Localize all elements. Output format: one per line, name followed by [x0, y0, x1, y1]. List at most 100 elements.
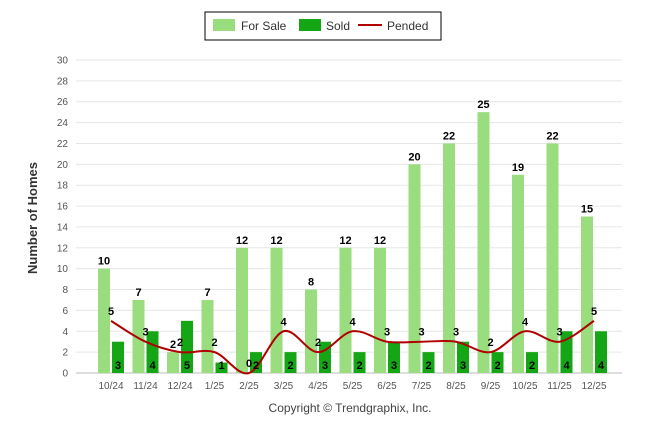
label-for-sale-8/25: 22 — [443, 130, 455, 142]
bar-for-sale-9/25 — [477, 112, 490, 374]
bar-sold-7/25 — [422, 352, 435, 373]
bar-for-sale-11/25 — [546, 143, 559, 373]
label-pended-11/25: 3 — [556, 327, 562, 339]
bar-sold-11/24 — [146, 331, 159, 373]
label-pended-10/24: 5 — [108, 306, 114, 318]
label-pended-9/25: 2 — [487, 337, 493, 349]
y-tick-label: 18 — [57, 181, 69, 192]
label-sold-10/25: 2 — [529, 360, 535, 372]
label-for-sale-11/24: 7 — [135, 287, 141, 299]
label-for-sale-6/25: 12 — [374, 235, 386, 247]
legend-sold-swatch — [299, 19, 321, 31]
bar-sold-3/25 — [284, 352, 297, 373]
y-tick-label: 24 — [57, 118, 69, 129]
label-pended-12/25: 5 — [591, 306, 597, 318]
x-tick-11/25: 11/25 — [547, 381, 572, 392]
x-tick-12/25: 12/25 — [581, 381, 606, 392]
label-pended-4/25: 2 — [315, 337, 321, 349]
x-tick-1/25: 1/25 — [205, 381, 225, 392]
y-tick-label: 28 — [57, 76, 69, 87]
y-tick-label: 30 — [57, 56, 69, 67]
bar-for-sale-6/25 — [374, 247, 386, 373]
legend-box — [204, 11, 442, 41]
bar-for-sale-12/24 — [167, 352, 179, 373]
bar-sold-10/25 — [526, 352, 538, 373]
x-tick-8/25: 8/25 — [446, 381, 466, 392]
x-tick-10/24: 10/24 — [98, 381, 123, 392]
bar-for-sale-8/25 — [443, 143, 455, 373]
bar-sold-5/25 — [353, 352, 366, 373]
label-sold-11/24: 4 — [149, 360, 156, 372]
label-for-sale-9/25: 25 — [477, 99, 489, 111]
x-tick-2/25: 2/25 — [239, 381, 259, 392]
bar-sold-1/25 — [215, 362, 228, 373]
label-for-sale-12/25: 15 — [581, 204, 593, 216]
y-tick-label: 4 — [62, 327, 68, 338]
label-for-sale-4/25: 8 — [308, 277, 314, 289]
label-for-sale-1/25: 7 — [204, 287, 210, 299]
legend-sold-label[interactable]: Sold — [326, 19, 350, 33]
label-for-sale-5/25: 12 — [339, 235, 351, 247]
label-sold-5/25: 2 — [356, 360, 362, 372]
bar-sold-10/24 — [112, 341, 124, 373]
bar-for-sale-7/25 — [408, 164, 421, 373]
x-tick-7/25: 7/25 — [412, 381, 432, 392]
label-sold-8/25: 3 — [460, 360, 466, 372]
y-tick-label: 16 — [57, 202, 69, 213]
label-sold-1/25: 1 — [218, 360, 224, 372]
label-sold-12/24: 5 — [184, 360, 190, 372]
x-tick-3/25: 3/25 — [274, 381, 294, 392]
legend-pended-label[interactable]: Pended — [387, 19, 428, 33]
bar-for-sale-5/25 — [339, 247, 352, 373]
label-pended-10/25: 4 — [522, 316, 529, 328]
pended-line — [110, 319, 595, 375]
bar-sold-8/25 — [457, 341, 469, 373]
label-sold-7/25: 2 — [425, 360, 431, 372]
label-sold-12/25: 4 — [598, 360, 605, 372]
y-tick-label: 0 — [62, 369, 68, 380]
x-tick-6/25: 6/25 — [377, 381, 397, 392]
label-for-sale-10/24: 10 — [98, 256, 110, 268]
y-tick-label: 2 — [62, 348, 68, 359]
bar-for-sale-10/24 — [98, 268, 110, 373]
x-tick-11/24: 11/24 — [133, 381, 158, 392]
label-for-sale-2/25: 12 — [236, 235, 248, 247]
legend-for-sale-swatch — [213, 19, 235, 31]
bar-sold-11/25 — [560, 331, 573, 373]
label-pended-2/25: 0 — [246, 358, 252, 370]
legend-for-sale-label[interactable]: For Sale — [241, 19, 287, 33]
label-sold-11/25: 4 — [563, 360, 570, 372]
label-sold-4/25: 3 — [322, 360, 328, 372]
bar-sold-4/25 — [319, 341, 331, 373]
label-pended-7/25: 3 — [418, 327, 424, 339]
bar-sold-12/24 — [181, 320, 193, 373]
label-for-sale-12/24: 2 — [170, 339, 176, 351]
pended-line-layer — [110, 319, 595, 375]
label-pended-3/25: 4 — [280, 316, 287, 328]
y-tick-label: 6 — [62, 306, 68, 317]
y-tick-label: 12 — [57, 243, 69, 254]
y-tick-label: 20 — [57, 160, 69, 171]
copyright-credit: Copyright © Trendgraphix, Inc. — [269, 401, 432, 415]
label-pended-11/24: 3 — [142, 327, 148, 339]
bar-for-sale-4/25 — [305, 289, 317, 373]
label-sold-2/25: 2 — [253, 360, 259, 372]
label-for-sale-7/25: 20 — [408, 151, 420, 163]
y-axis-label: Number of Homes — [25, 162, 40, 274]
x-tick-5/25: 5/25 — [343, 381, 363, 392]
label-pended-12/24: 2 — [177, 337, 183, 349]
label-sold-10/24: 3 — [115, 360, 121, 372]
bars — [98, 112, 607, 374]
label-sold-9/25: 2 — [494, 360, 500, 372]
x-tick-10/25: 10/25 — [512, 381, 537, 392]
x-tick-9/25: 9/25 — [481, 381, 501, 392]
bar-sold-9/25 — [491, 352, 504, 373]
x-axis-ticks: 10/24 11/24 12/24 1/25 2/25 3/25 4/25 5/25 6/25 7… — [98, 381, 606, 392]
label-pended-8/25: 3 — [453, 327, 459, 339]
legend: For Sale Sold Pended — [204, 11, 442, 41]
label-for-sale-3/25: 12 — [270, 235, 282, 247]
y-tick-label: 8 — [62, 285, 68, 296]
x-tick-12/24: 12/24 — [167, 381, 192, 392]
